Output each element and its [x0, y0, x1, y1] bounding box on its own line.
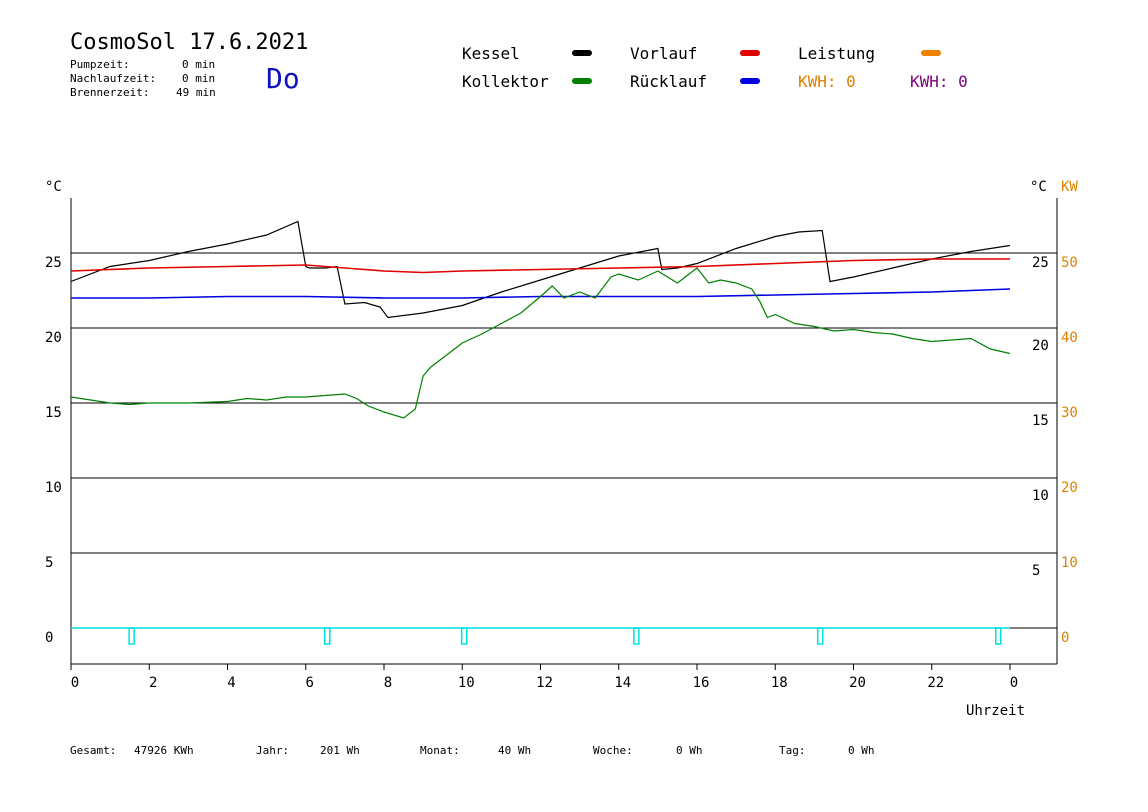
footer-jahr-label: Jahr: — [256, 744, 290, 757]
pump-marker — [816, 627, 824, 645]
footer-tag-label: Tag: — [779, 744, 806, 757]
x-tick-label: 0 — [71, 675, 79, 691]
stat-value-pumpzeit: 0 min — [182, 58, 216, 71]
kw-tick-label: 30 — [1061, 405, 1078, 421]
left-tick-label: 0 — [45, 630, 53, 646]
stat-value-nachlaufzeit: 0 min — [182, 72, 216, 85]
left-tick-label: 10 — [45, 480, 62, 496]
left-tick-label: 5 — [45, 555, 53, 571]
right-axis-unit: °C — [1030, 179, 1047, 195]
x-tick-label: 20 — [849, 675, 866, 691]
grid-lines — [71, 252, 1057, 629]
right-axis-unit-kw: KW — [1061, 179, 1078, 195]
axis-labels: 0 2 4 6 8 10 12 14 16 18 20 22 025201510502520151055… — [45, 179, 1078, 719]
pump-marker — [460, 627, 468, 645]
right-tick-label: 25 — [1032, 255, 1049, 271]
kw-tick-label: 40 — [1061, 330, 1078, 346]
legend-kessel-label: Kessel — [462, 44, 520, 63]
left-axis-unit: °C — [45, 179, 62, 195]
pump-markers — [71, 627, 1010, 645]
right-tick-label: 5 — [1032, 563, 1040, 579]
pump-marker — [995, 627, 1002, 645]
kw-tick-label: 50 — [1061, 255, 1078, 271]
legend-kollektor-swatch — [572, 78, 592, 84]
legend-vorlauf-label: Vorlauf — [630, 44, 698, 63]
x-tick-label: 0 — [1010, 675, 1018, 691]
legend-leistung-label: Leistung — [798, 44, 876, 63]
x-tick-label: 6 — [306, 675, 314, 691]
legend-ruecklauf-swatch — [740, 78, 760, 84]
footer-monat-value: 40 Wh — [498, 744, 532, 757]
legend-leistung-swatch — [921, 50, 941, 56]
x-tick-label: 16 — [693, 675, 710, 691]
kw-tick-label: 0 — [1061, 630, 1069, 646]
footer-gesamt-label: Gesamt: — [70, 744, 117, 757]
footer-monat-label: Monat: — [420, 744, 460, 757]
x-tick-label: 22 — [927, 675, 944, 691]
pump-marker — [633, 627, 640, 645]
left-tick-label: 20 — [45, 330, 62, 346]
footer-tag-value: 0 Wh — [848, 744, 875, 757]
x-tick-label: 18 — [771, 675, 788, 691]
stat-label-nachlaufzeit: Nachlaufzeit: — [70, 72, 157, 85]
weekday-label: Do — [266, 62, 300, 95]
x-tick-label: 10 — [458, 675, 475, 691]
stat-label-pumpzeit: Pumpzeit: — [70, 58, 130, 71]
left-tick-label: 25 — [45, 255, 62, 271]
legend-kwh-purple: KWH: 0 — [910, 72, 968, 91]
right-tick-label: 15 — [1032, 413, 1049, 429]
x-tick-label: 14 — [614, 675, 631, 691]
series-vorlauf — [70, 258, 1010, 274]
footer-woche-label: Woche: — [593, 744, 633, 757]
x-tick-label: 12 — [536, 675, 553, 691]
left-tick-label: 15 — [45, 405, 62, 421]
footer-jahr-value: 201 Wh — [320, 744, 360, 757]
kw-tick-label: 10 — [1061, 555, 1078, 571]
pump-marker — [324, 627, 331, 645]
chart-title: CosmoSol 17.6.2021 — [70, 30, 309, 55]
legend-kwh-orange: KWH: 0 — [798, 72, 856, 91]
legend-kessel-swatch — [572, 50, 592, 56]
kw-tick-label: 20 — [1061, 480, 1078, 496]
footer-woche-value: 0 Wh — [676, 744, 703, 757]
stat-value-brennerzeit: 49 min — [176, 86, 216, 99]
legend-vorlauf-swatch — [740, 50, 760, 56]
footer-gesamt-value: 47926 KWh — [134, 744, 194, 757]
x-axis-label: Uhrzeit — [966, 703, 1025, 719]
legend-kollektor-label: Kollektor — [462, 72, 549, 91]
series-lines — [70, 220, 1011, 419]
x-tick-label: 8 — [384, 675, 392, 691]
x-tick-label: 4 — [227, 675, 235, 691]
x-tick-label: 2 — [149, 675, 157, 691]
right-tick-label: 10 — [1032, 488, 1049, 504]
chart-axes — [70, 198, 1058, 670]
stat-label-brennerzeit: Brennerzeit: — [70, 86, 150, 99]
legend-ruecklauf-label: Rücklauf — [630, 72, 708, 91]
series-kollektor — [70, 267, 1011, 419]
series-kessel — [70, 220, 1011, 319]
pump-marker — [128, 627, 135, 645]
right-tick-label: 20 — [1032, 338, 1049, 354]
